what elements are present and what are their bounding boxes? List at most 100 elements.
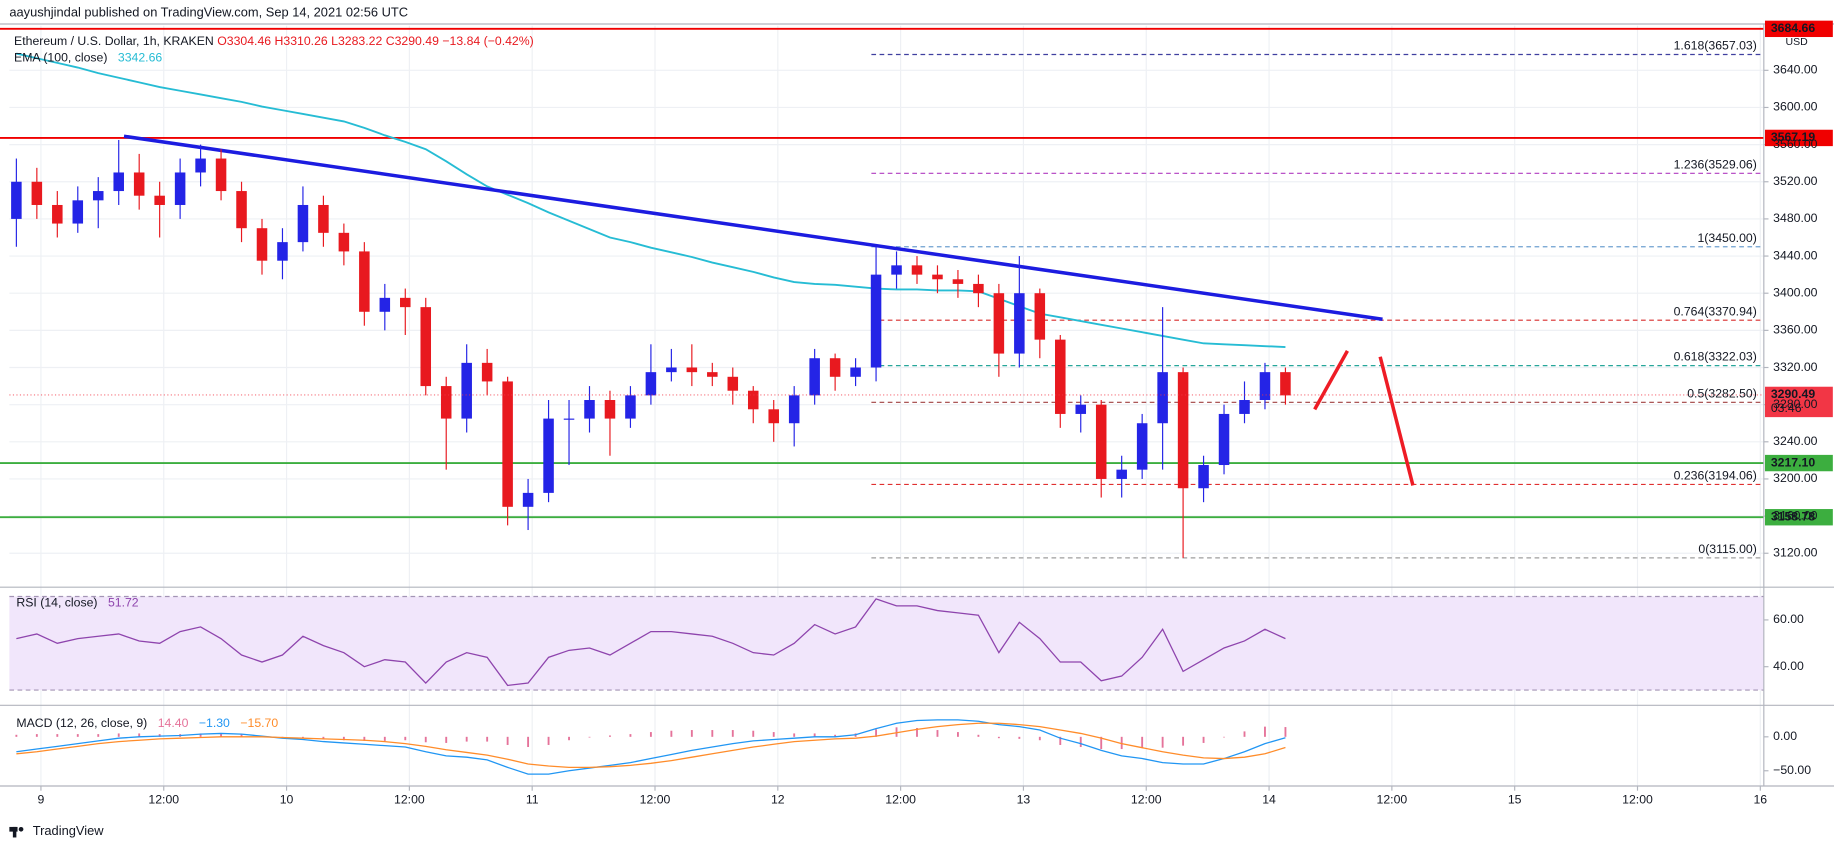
macd-histogram-bar	[35, 734, 38, 737]
candle-body	[195, 158, 206, 173]
grid-layer	[9, 25, 1764, 787]
macd-histogram-bar	[486, 736, 489, 742]
macd-histogram-bar	[568, 736, 570, 741]
candle-body	[707, 372, 718, 377]
candle-body	[52, 204, 63, 224]
macd-histogram-bar	[76, 734, 79, 737]
logo-shape	[18, 826, 24, 832]
level-label: 3158.78	[1771, 509, 1816, 523]
macd-histogram-bar	[916, 728, 918, 737]
macd-histogram-bar	[1100, 736, 1103, 750]
macd-histogram-bar	[649, 732, 652, 737]
candle-body	[891, 265, 902, 275]
last-price-label: 3290.49	[1771, 387, 1816, 401]
x-tick-label: 9	[38, 792, 45, 806]
candle-body	[31, 181, 43, 205]
candle-body	[563, 418, 575, 420]
candle-body	[911, 265, 923, 275]
fib-label: 0.618(3322.03)	[1674, 350, 1757, 364]
macd-histogram-bar	[1018, 736, 1021, 739]
rsi-legend: RSI (14, close) 51.72	[16, 596, 138, 610]
candle-body	[256, 228, 268, 261]
rsi-tick-label: 60.00	[1773, 612, 1804, 626]
candle-body	[850, 367, 861, 377]
macd-histogram-bar	[465, 736, 468, 742]
x-tick-label: 10	[280, 792, 294, 806]
macd-histogram-bar	[936, 730, 939, 737]
macd-histogram-bar	[322, 736, 325, 740]
ohlc-low: L3283.22	[331, 34, 382, 48]
x-tick-label: 12:00	[1622, 792, 1653, 806]
macd-histogram-bar	[220, 733, 222, 737]
y-tick-label: 3240.00	[1773, 434, 1818, 448]
macd-histogram-bar	[629, 734, 632, 737]
y-tick-label: 3520.00	[1773, 174, 1818, 188]
candle-body	[584, 400, 595, 419]
macd-histogram-bar	[813, 733, 816, 737]
y-tick-label: 3480.00	[1773, 211, 1818, 225]
macd-histogram-bar	[1120, 736, 1123, 750]
countdown: 03:46	[1771, 401, 1802, 415]
macd-histogram-bar	[895, 727, 898, 737]
forecast-arrow	[1378, 356, 1415, 486]
macd-histogram-bar	[363, 736, 366, 741]
annotation-layer	[1313, 350, 1415, 486]
logo-shape	[12, 826, 17, 838]
candle-body	[133, 172, 145, 196]
footer: TradingView	[33, 823, 104, 838]
ohlc-open: O3304.46	[217, 34, 271, 48]
publisher: aayushjindal published on TradingView.co…	[9, 4, 408, 19]
x-tick-label: 12:00	[885, 792, 916, 806]
level-label: 3684.66	[1771, 21, 1816, 35]
candle-body	[1198, 465, 1209, 489]
candle-body	[625, 395, 636, 419]
x-tick-label: 12:00	[148, 792, 179, 806]
x-tick-label: 12	[771, 792, 785, 806]
level-label-box	[1764, 509, 1833, 526]
fib-label: 0(3115.00)	[1698, 542, 1756, 556]
marks-layer	[0, 27, 1764, 775]
macd-histogram-bar	[424, 736, 427, 743]
macd-histogram-bar	[997, 736, 1000, 739]
level-label-box	[1764, 129, 1833, 147]
macd-line	[16, 719, 1286, 775]
ema-value: 3342.66	[118, 51, 163, 65]
macd-histogram-bar	[1264, 726, 1266, 737]
candle-body	[952, 279, 964, 284]
macd-histogram-bar	[97, 734, 100, 737]
ohlc-high: H3310.26	[275, 34, 328, 48]
candle-body	[727, 376, 739, 391]
candle-body	[1280, 372, 1291, 396]
macd-histogram-bar	[404, 736, 407, 741]
macd-histogram-bar	[793, 733, 796, 737]
x-tick-label: 16	[1753, 792, 1767, 806]
candle-body	[481, 362, 493, 382]
macd-histogram-bar	[1284, 727, 1287, 737]
candle-body	[747, 390, 759, 410]
candle-body	[768, 409, 779, 424]
macd-line-value: −1.30	[199, 716, 230, 730]
macd-histogram-bar	[342, 736, 345, 741]
ema-name: EMA (100, close)	[14, 51, 107, 65]
macd-histogram-bar	[1223, 736, 1225, 738]
y-tick-label: 3600.00	[1773, 100, 1818, 114]
x-tick-label: 12:00	[1131, 792, 1162, 806]
footer-logo: TradingView	[9, 823, 104, 838]
fib-label: 1.236(3529.06)	[1674, 157, 1757, 171]
macd-histogram-bar	[56, 734, 59, 737]
candle-body	[174, 172, 186, 205]
candle-body	[420, 307, 432, 387]
y-tick-label: 3320.00	[1773, 360, 1818, 374]
macd-histogram-bar	[506, 736, 509, 745]
macd-histogram-bar	[383, 736, 386, 741]
macd-histogram-bar	[547, 736, 550, 745]
candle-body	[1177, 372, 1189, 489]
candle-body	[297, 204, 309, 243]
macd-histogram-bar	[731, 730, 734, 737]
macd-histogram-bar	[199, 733, 202, 737]
macd-histogram-bar	[772, 732, 775, 737]
macd-histogram-bar	[609, 735, 611, 737]
macd-histogram-bar	[15, 734, 18, 737]
candle-body	[686, 367, 698, 373]
